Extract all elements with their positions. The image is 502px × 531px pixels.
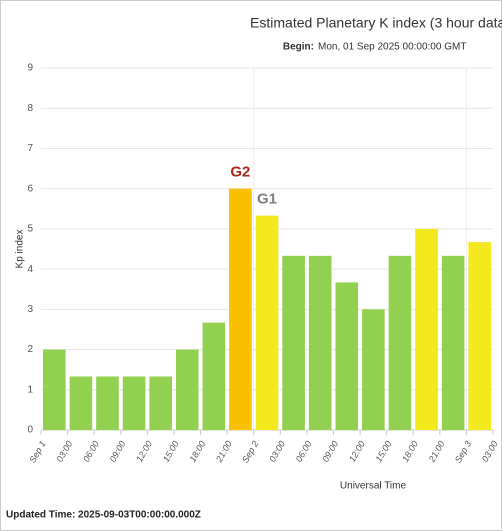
y-tick-label: 7 [27, 143, 33, 154]
y-tick-label: 1 [27, 384, 33, 395]
bar [202, 322, 226, 430]
y-tick-label: 5 [27, 224, 33, 235]
bar [96, 376, 119, 430]
y-tick-label: 2 [27, 344, 33, 355]
chart-title: Estimated Planetary K index (3 hour data… [250, 15, 502, 31]
bar [122, 376, 146, 430]
bar [69, 376, 93, 430]
bar [149, 376, 172, 430]
bar [255, 215, 279, 430]
bar [441, 255, 465, 430]
subtitle: Mon, 01 Sep 2025 00:00:00 GMT [318, 42, 466, 53]
y-axis-label: Kp index [15, 230, 26, 269]
bar [175, 349, 199, 430]
y-tick-label: 8 [27, 103, 33, 114]
bar [282, 255, 305, 430]
bar [335, 282, 359, 430]
subtitle-label: Begin: [283, 42, 314, 53]
bar [229, 188, 252, 430]
y-tick-label: 0 [27, 425, 33, 436]
footer: Updated Time: 2025-09-03T00:00:00.000Z [6, 510, 201, 521]
y-tick-label: 9 [27, 63, 33, 74]
bar [43, 349, 66, 430]
y-tick-label: 3 [27, 304, 33, 315]
bar [468, 242, 491, 430]
bar [308, 255, 332, 430]
y-tick-label: 6 [27, 183, 33, 194]
bar [415, 228, 438, 430]
y-tick-label: 4 [27, 264, 33, 275]
bar [388, 255, 412, 430]
bar [362, 309, 385, 430]
annotation: G2 [230, 164, 250, 181]
annotation: G1 [257, 191, 277, 208]
x-axis-label: Universal Time [340, 481, 407, 492]
